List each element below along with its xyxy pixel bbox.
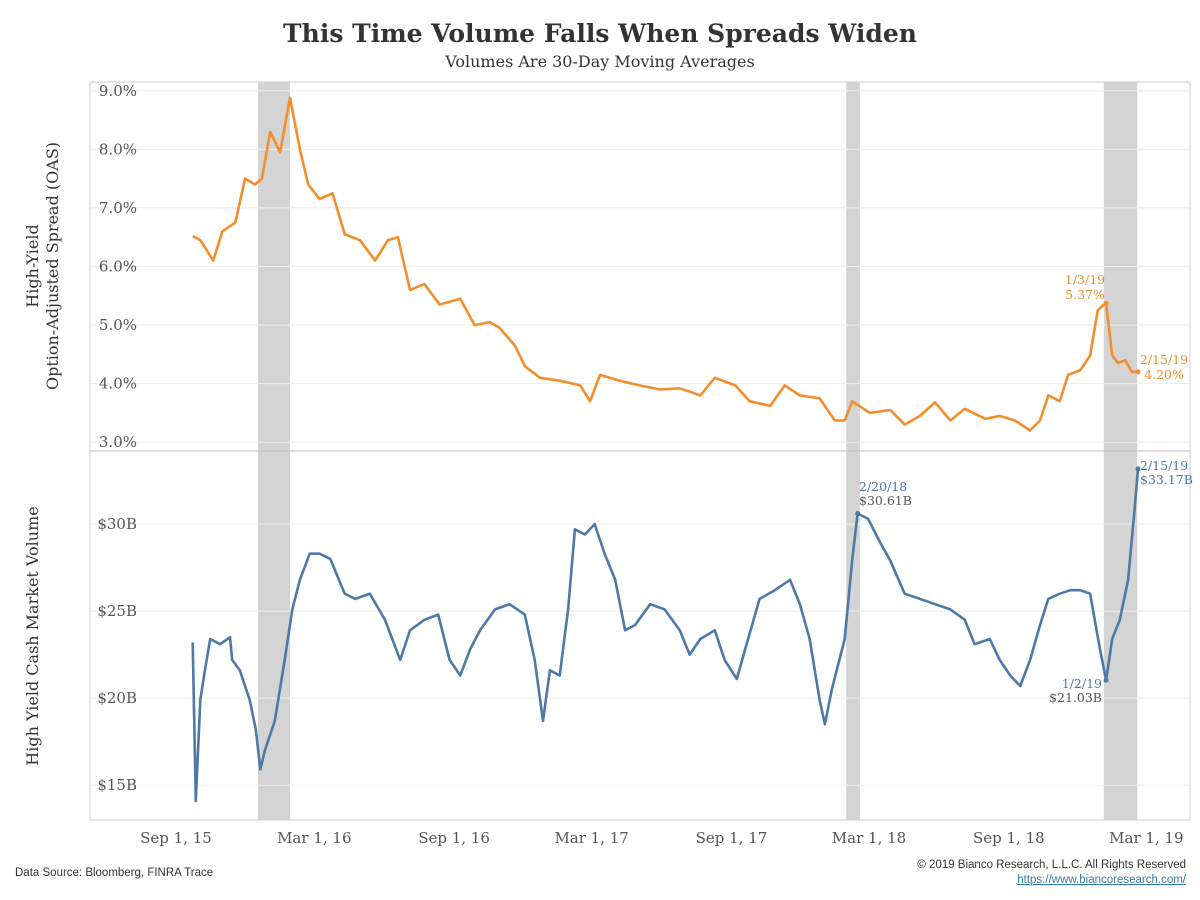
series-lines — [191, 96, 1141, 803]
annotation-marker — [1135, 466, 1141, 472]
y-tick-label: 8.0% — [99, 140, 137, 158]
oas-ylabel-line2: Option-Adjusted Spread (OAS) — [43, 142, 62, 390]
x-tick-label: Sep 1, 15 — [140, 829, 212, 847]
x-tick-label: Sep 1, 17 — [696, 829, 768, 847]
annotation-vol-peak-value: $30.61B — [859, 493, 912, 508]
annotation-marker — [855, 510, 861, 516]
y-tick-label: 9.0% — [99, 82, 137, 100]
y-tick-label: $15B — [97, 776, 137, 794]
x-tick-label: Sep 1, 16 — [418, 829, 490, 847]
y-tick-label: 4.0% — [99, 375, 137, 393]
y-tick-label: $30B — [97, 515, 137, 533]
annotation-oas-last-value: 4.20% — [1144, 367, 1184, 382]
x-tick-label: Mar 1, 19 — [1109, 829, 1183, 847]
copyright: © 2019 Bianco Research, L.L.C. All Right… — [917, 859, 1186, 871]
website-link[interactable]: https://www.biancoresearch.com/ — [1017, 874, 1187, 886]
annotation-vol-low-value: $21.03B — [1049, 690, 1102, 705]
annotation-vol-peak-date: 2/20/18 — [859, 479, 907, 494]
y-tick-label: $25B — [97, 602, 137, 620]
x-tick-label: Mar 1, 17 — [554, 829, 628, 847]
y-tick-label: $20B — [97, 689, 137, 707]
volume-line — [191, 468, 1140, 803]
chart-subtitle: Volumes Are 30-Day Moving Averages — [444, 52, 754, 71]
y-tick-label: 3.0% — [99, 433, 137, 451]
volume-ylabel: High Yield Cash Market Volume — [23, 506, 42, 765]
y-tick-labels: 3.0% 4.0% 5.0% 6.0% 7.0% 8.0% 9.0% $15B $20B $25B… — [97, 82, 137, 794]
annotation-vol-last-value: $33.17B — [1140, 472, 1193, 487]
data-source: Data Source: Bloomberg, FINRA Trace — [15, 867, 213, 879]
annotation-marker — [1103, 677, 1109, 683]
gridlines — [90, 90, 1190, 786]
x-tick-label: Mar 1, 18 — [832, 829, 906, 847]
oas-line — [192, 96, 1138, 432]
x-tick-label: Mar 1, 16 — [277, 829, 351, 847]
annotation-oas-peak-date: 1/3/19 — [1065, 272, 1105, 287]
annotation-oas-last-date: 2/15/19 — [1140, 352, 1188, 367]
y-tick-label: 6.0% — [99, 258, 137, 276]
annotation-marker — [1135, 369, 1141, 375]
x-tick-label: Sep 1, 18 — [973, 829, 1045, 847]
oas-ylabel-line1: High-Yield — [23, 224, 42, 308]
annotation-oas-peak-value: 5.37% — [1065, 287, 1105, 302]
annotation-vol-last-date: 2/15/19 — [1140, 458, 1188, 473]
x-tick-labels: Sep 1, 15 Mar 1, 16 Sep 1, 16 Mar 1, 17 Sep … — [140, 829, 1183, 847]
y-tick-label: 7.0% — [99, 199, 137, 217]
annotation-vol-low-date: 1/2/19 — [1062, 676, 1102, 691]
annotation-marker — [1103, 300, 1109, 306]
chart-title: This Time Volume Falls When Spreads Wide… — [283, 19, 917, 48]
y-tick-label: 5.0% — [99, 316, 137, 334]
